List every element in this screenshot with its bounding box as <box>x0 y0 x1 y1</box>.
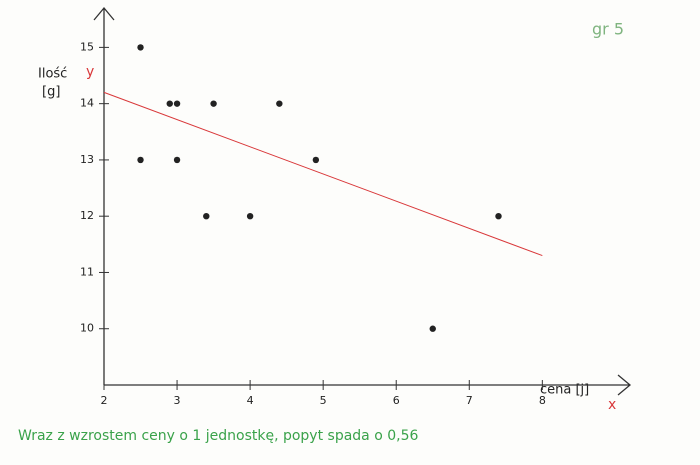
note: gr 5 <box>592 20 624 39</box>
y-tick-label: 14 <box>80 97 94 110</box>
point <box>166 100 173 107</box>
x-tick-label: 6 <box>393 394 400 407</box>
x-symbol: x <box>608 397 616 413</box>
y-tick-label: 13 <box>80 153 94 166</box>
y-symbol: y <box>86 64 94 80</box>
point <box>173 156 181 164</box>
point <box>137 44 144 51</box>
point <box>137 156 144 164</box>
point <box>246 212 254 220</box>
x-tick-label: 5 <box>320 394 327 407</box>
y-axis <box>93 6 115 385</box>
point <box>276 100 283 107</box>
y-tick-label: 10 <box>80 322 94 335</box>
y-axis-label: Ilość <box>38 67 67 82</box>
point <box>210 100 217 107</box>
trend-line <box>103 91 543 257</box>
point <box>203 212 210 220</box>
x-tick-label: 8 <box>539 394 546 407</box>
y-unit: [g] <box>42 85 60 100</box>
x-tick-label: 7 <box>466 394 473 407</box>
y-tick-label: 12 <box>80 209 94 222</box>
x-axis-label: cena [j] <box>540 383 589 398</box>
y-tick-label: 11 <box>80 265 94 278</box>
point <box>173 100 181 107</box>
y-tick-label: 15 <box>80 40 94 53</box>
caption: Wraz z wzrostem ceny o 1 jednostkę, popy… <box>18 428 418 444</box>
x-tick-label: 2 <box>101 394 108 407</box>
x-tick-label: 3 <box>174 394 181 407</box>
point <box>495 212 502 220</box>
point <box>429 325 436 332</box>
point <box>312 156 320 164</box>
x-tick-label: 4 <box>247 394 254 407</box>
